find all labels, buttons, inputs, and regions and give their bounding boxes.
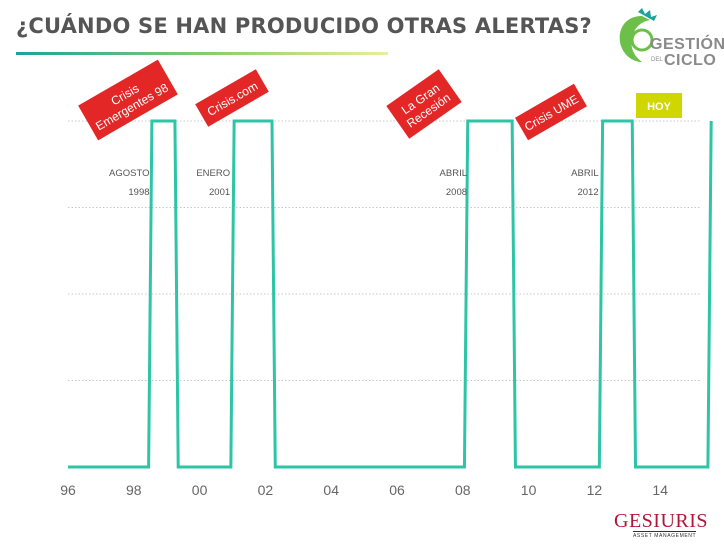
annotation-month: AGOSTO	[109, 168, 149, 179]
annotation-year: 2008	[446, 187, 467, 198]
series-line	[68, 119, 713, 469]
brand-name: GESIURIS	[614, 510, 709, 532]
today-label-text: HOY	[647, 101, 672, 113]
brand-subtitle: ASSET MANAGEMENT	[633, 531, 697, 539]
x-tick-label: 98	[126, 482, 142, 498]
title-underline	[16, 52, 388, 55]
alert-label-box	[195, 69, 269, 127]
x-tick-label: 96	[60, 482, 76, 498]
alert-label: Crisis.com	[195, 69, 269, 127]
x-tick-label: 14	[652, 482, 668, 498]
annotation-year: 2012	[577, 187, 598, 198]
logo-line2: CICLO	[664, 52, 717, 69]
logo-icon	[619, 8, 657, 62]
today-label-box	[636, 93, 682, 118]
annotation-month: ABRIL	[571, 168, 598, 179]
x-tick-label: 12	[587, 482, 603, 498]
annotation-year: 1998	[128, 187, 149, 198]
logo-small: DEL	[651, 57, 663, 63]
alert-label-box	[515, 83, 587, 141]
x-tick-label: 08	[455, 482, 471, 498]
x-tick-label: 02	[258, 482, 274, 498]
alert-label: Crisis UME	[515, 83, 587, 141]
alert-label-box	[78, 59, 178, 141]
alert-label-box	[386, 69, 462, 139]
annotation-year: 2001	[209, 187, 230, 198]
logo-line1: GESTIÓN	[650, 36, 724, 53]
x-tick-label: 00	[192, 482, 208, 498]
x-tick-label: 10	[521, 482, 537, 498]
annotation-month: ENERO	[196, 168, 230, 179]
x-tick-label: 04	[323, 482, 339, 498]
x-tick-label: 06	[389, 482, 405, 498]
page-title: ¿CUÁNDO SE HAN PRODUCIDO OTRAS ALERTAS?	[16, 14, 592, 38]
annotation-month: ABRIL	[440, 168, 467, 179]
